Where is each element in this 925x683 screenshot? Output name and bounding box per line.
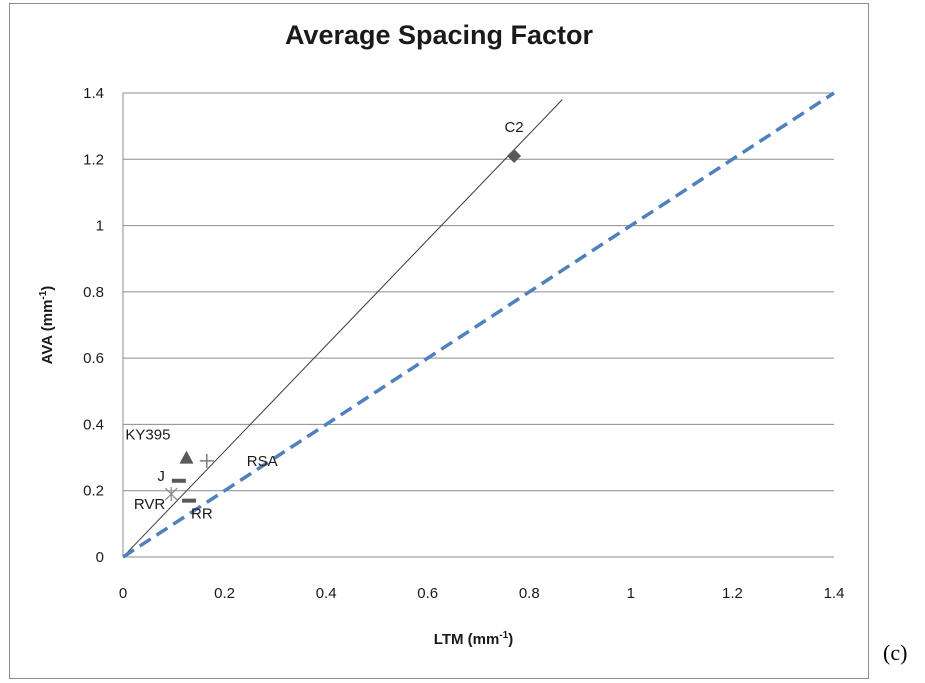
x-tick-label: 0.2: [214, 585, 235, 602]
point-label-rr: RR: [191, 506, 213, 523]
point-label-rsa: RSA: [247, 453, 278, 470]
point-j: [171, 478, 186, 483]
axes: [122, 93, 834, 558]
y-tick-label: 1: [96, 218, 104, 235]
y-tick-label: 0.6: [83, 350, 104, 367]
point-rr: [182, 498, 197, 503]
x-tick-label: 0.4: [316, 585, 337, 602]
point-rvr: [164, 487, 178, 502]
trend-line: [122, 99, 563, 558]
y-tick-label: 1.4: [83, 85, 104, 102]
data-points: [164, 148, 522, 503]
x-tick-label: 1: [627, 585, 635, 602]
point-label-c2: C2: [504, 119, 523, 136]
panel-caption: (c): [883, 640, 908, 665]
y-tick-label: 1.2: [83, 151, 104, 168]
point-labels: C2 KY395 RSA J RVR RR: [125, 119, 523, 523]
chart-frame: [9, 3, 869, 679]
diamond-marker: [507, 148, 522, 163]
y-tick-label: 0: [96, 549, 104, 566]
equality-line: [122, 91, 835, 559]
reference-lines: [122, 91, 835, 559]
point-c2: [507, 148, 522, 163]
x-tick-label: 0: [119, 585, 127, 602]
y-axis-title: AVA (mm-1): [38, 286, 56, 365]
point-label-ky395: KY395: [125, 427, 170, 444]
x-tick-label: 0.6: [417, 585, 438, 602]
point-label-rvr: RVR: [134, 496, 166, 513]
point-rsa: [199, 453, 214, 468]
x-axis-title: LTM (mm-1): [434, 630, 513, 648]
y-tick-label: 0.8: [83, 284, 104, 301]
x-tick-label: 0.8: [519, 585, 540, 602]
dash-marker: [171, 478, 186, 483]
x-tick-label: 1.4: [824, 585, 845, 602]
dash-marker: [182, 498, 197, 503]
triangle-marker: [179, 450, 194, 464]
x-tick-labels: 0 0.2 0.4 0.6 0.8 1 1.2 1.4: [119, 585, 845, 602]
y-tick-label: 0.4: [83, 416, 104, 433]
gridlines: [123, 92, 834, 492]
point-ky395: [179, 450, 194, 464]
point-label-j: J: [157, 468, 165, 485]
y-tick-label: 0.2: [83, 483, 104, 500]
chart-title: Average Spacing Factor: [284, 20, 594, 50]
y-tick-labels: 0 0.2 0.4 0.6 0.8 1 1.2 1.4: [83, 85, 104, 566]
x-tick-label: 1.2: [722, 585, 743, 602]
